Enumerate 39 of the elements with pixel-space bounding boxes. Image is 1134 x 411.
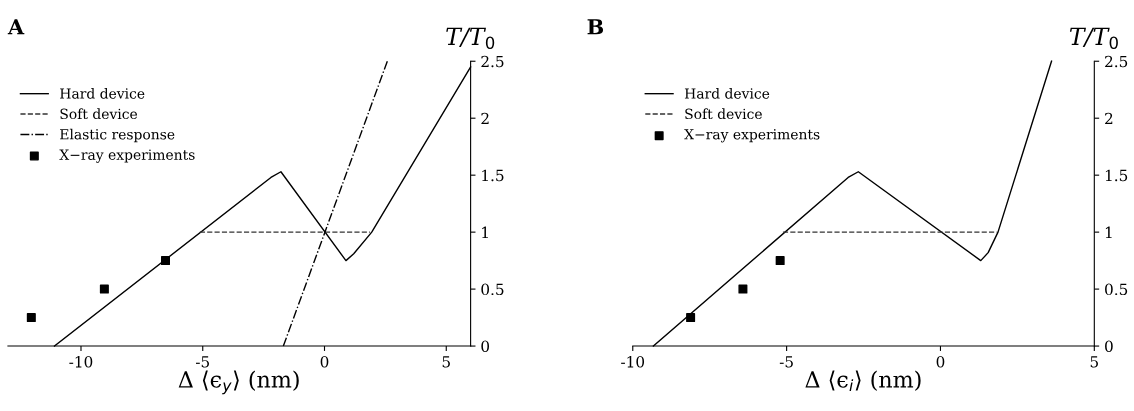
y-tick-label: 1 [482,226,488,238]
y-tick-label: 2.5 [481,55,504,68]
x-tick-label: -10 [621,356,645,368]
x-tick-label: 0 [320,356,329,368]
y-tick-label: 0.5 [481,283,504,296]
y-tick-label: 1 [1105,226,1112,238]
point [26,313,36,323]
y-tick-label: 2.5 [1105,55,1128,68]
legend-label: X−ray experiments [684,129,820,143]
y-tick-label: 0 [1105,340,1113,353]
y-tick-label: 1.5 [1105,169,1128,182]
x-tick-label: -10 [69,356,93,368]
point [99,284,109,294]
legend-label: Soft device [685,108,762,120]
point [160,256,170,266]
y-tick-label: 2 [1105,112,1113,125]
y-tick-label: 0.5 [1105,283,1128,296]
x-axis-title: Δ ⟨ϵ$_{y}$⟩ (nm) [178,370,299,395]
x-tick-label: 0 [936,356,945,368]
legend-label: Hard device [60,87,145,99]
point [738,284,748,294]
point [686,313,696,323]
legend-label: X−ray experiments [59,149,195,163]
legend-label: Hard device [684,87,770,99]
y-tick-label: 2 [481,112,489,125]
x-tick-label: -5 [779,356,793,368]
x-tick-label: 5 [1090,356,1098,368]
y-axis-title: T/T$_{0}$ [446,27,495,50]
x-tick-label: 5 [442,356,450,368]
y-tick-label: 0 [481,340,490,353]
legend-label: Soft device [60,108,138,120]
y-tick-label: 1.5 [482,169,504,182]
x-axis-title: Δ ⟨ϵ$_{i}$⟩ (nm) [805,370,921,392]
chart-title: B [587,19,604,35]
x-tick-label: -5 [195,356,210,368]
point [775,256,785,266]
y-axis-title: T/T$_{0}$ [1069,27,1118,50]
legend-label: Elastic response [60,128,175,143]
chart-title: A [7,19,25,35]
